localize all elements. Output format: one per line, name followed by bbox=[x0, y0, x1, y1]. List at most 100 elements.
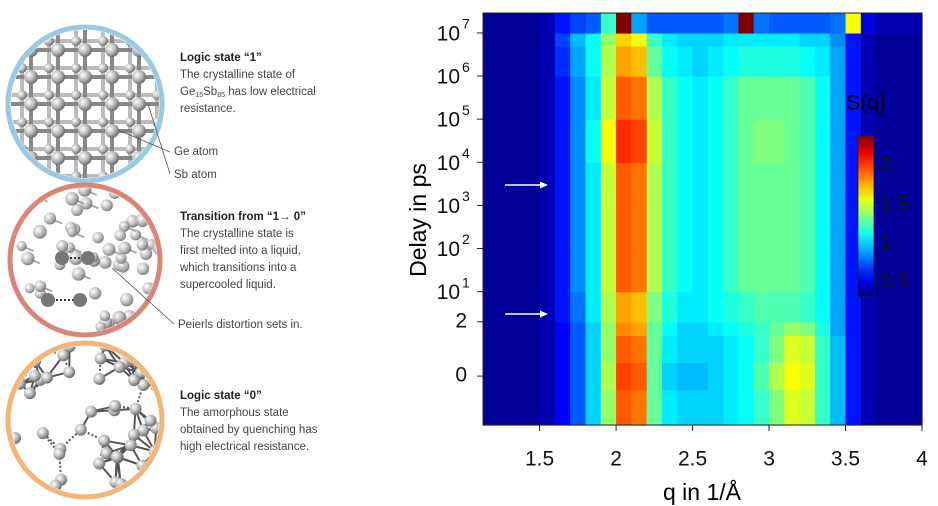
colorbar-tick-label: 1 bbox=[880, 231, 892, 254]
heat-cell bbox=[769, 76, 785, 120]
heat-cell bbox=[876, 76, 893, 120]
heat-cell bbox=[483, 162, 510, 207]
arrow-head bbox=[540, 181, 548, 189]
atom bbox=[51, 124, 65, 138]
heat-cell bbox=[891, 389, 908, 426]
heat-cell bbox=[891, 76, 908, 120]
bond bbox=[148, 350, 157, 353]
y-tick-label: 0 bbox=[455, 364, 467, 387]
heat-cell bbox=[891, 362, 908, 391]
heat-cell bbox=[570, 335, 587, 364]
heat-cell bbox=[539, 248, 556, 293]
heat-cell bbox=[784, 321, 801, 336]
atom bbox=[0, 16, 11, 30]
atom bbox=[65, 191, 79, 206]
heat-cell bbox=[769, 13, 785, 34]
heat-cell bbox=[753, 162, 770, 207]
atom bbox=[98, 117, 108, 127]
atom bbox=[152, 9, 162, 19]
atom bbox=[71, 117, 81, 127]
heat-cell bbox=[830, 32, 847, 47]
heat-cell bbox=[570, 321, 587, 336]
heat-cell bbox=[509, 32, 525, 47]
y-tick-label: 10 bbox=[437, 152, 460, 175]
heat-cell bbox=[860, 321, 877, 336]
heat-cell bbox=[585, 76, 602, 120]
panel-text: has low electrical bbox=[225, 86, 316, 98]
x-tick-label: 3.5 bbox=[831, 448, 860, 471]
heat-cell bbox=[891, 119, 908, 163]
heat-cell bbox=[753, 32, 770, 47]
y-tick-exponent: 5 bbox=[462, 102, 470, 118]
heat-cell bbox=[753, 321, 770, 336]
x-tick-label: 2.5 bbox=[678, 448, 707, 471]
heat-cell bbox=[784, 32, 801, 47]
atom bbox=[152, 171, 159, 178]
atom bbox=[24, 16, 38, 30]
atom bbox=[100, 199, 113, 212]
atom bbox=[0, 0, 11, 3]
heat-cell bbox=[616, 13, 632, 34]
atom bbox=[105, 70, 119, 84]
heat-cell bbox=[570, 13, 587, 34]
heat-cell bbox=[738, 32, 755, 47]
heat-cell bbox=[483, 119, 510, 163]
liquid-illustration bbox=[13, 188, 157, 332]
atom bbox=[186, 124, 200, 138]
heat-cell bbox=[600, 162, 617, 207]
heat-cell bbox=[570, 119, 587, 163]
heat-cell bbox=[799, 32, 816, 47]
heat-cell bbox=[738, 45, 755, 77]
heat-cell bbox=[509, 162, 525, 207]
heat-cell bbox=[799, 76, 816, 120]
heat-cell bbox=[784, 248, 801, 293]
heat-cell bbox=[707, 362, 724, 391]
atom bbox=[77, 188, 92, 197]
y-tick-exponent: 7 bbox=[462, 16, 470, 32]
x-tick-label: 4 bbox=[916, 448, 928, 471]
heat-cell bbox=[524, 291, 541, 323]
atom bbox=[17, 117, 27, 127]
heat-cell bbox=[814, 362, 831, 391]
heat-cell bbox=[860, 32, 877, 47]
heat-cell bbox=[906, 321, 923, 336]
heat-cell bbox=[661, 45, 678, 77]
atom bbox=[109, 400, 122, 413]
heat-cell bbox=[585, 162, 602, 207]
heat-cell bbox=[891, 205, 908, 250]
atom bbox=[127, 428, 140, 441]
heat-cell bbox=[616, 45, 632, 77]
atom bbox=[159, 151, 173, 165]
atom bbox=[81, 251, 95, 265]
heat-cell bbox=[483, 335, 510, 364]
heat-cell bbox=[876, 205, 893, 250]
heat-cell bbox=[677, 119, 694, 163]
panel-title: Transition from “1→ 0” bbox=[180, 211, 306, 223]
heat-cell bbox=[692, 321, 709, 336]
panel-text: first melted into a liquid, bbox=[180, 245, 301, 257]
heat-cell bbox=[906, 389, 923, 426]
atom bbox=[78, 43, 92, 57]
heat-cell bbox=[738, 13, 755, 34]
heat-cell bbox=[661, 335, 678, 364]
atom bbox=[57, 349, 70, 362]
heat-cell bbox=[876, 321, 893, 336]
atom bbox=[132, 178, 146, 192]
heat-cell bbox=[707, 162, 724, 207]
heat-cell bbox=[677, 32, 694, 47]
heat-cell bbox=[769, 248, 785, 293]
atom bbox=[85, 405, 98, 418]
heat-cell bbox=[707, 76, 724, 120]
heat-cell bbox=[524, 119, 541, 163]
heat-cell bbox=[524, 362, 541, 391]
heat-cell bbox=[769, 362, 785, 391]
atom bbox=[17, 9, 27, 19]
panel-text: Ge15Sb85 has low electrical bbox=[180, 86, 316, 99]
heat-cell bbox=[769, 45, 785, 77]
heat-cell bbox=[631, 389, 648, 426]
atom bbox=[98, 9, 108, 19]
atom bbox=[105, 124, 119, 138]
atom bbox=[152, 90, 159, 100]
heat-cell bbox=[769, 162, 785, 207]
heat-cell bbox=[738, 119, 755, 163]
